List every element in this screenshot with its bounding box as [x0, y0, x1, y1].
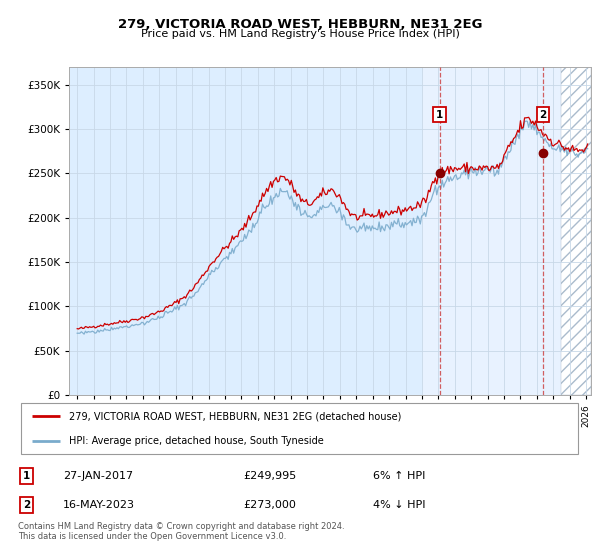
Bar [422, 67, 562, 395]
Text: Contains HM Land Registry data © Crown copyright and database right 2024.
This d: Contains HM Land Registry data © Crown c… [18, 522, 344, 542]
Text: 4% ↓ HPI: 4% ↓ HPI [373, 500, 426, 510]
Bar [562, 67, 591, 395]
Text: 1: 1 [436, 110, 443, 120]
Text: 27-JAN-2017: 27-JAN-2017 [63, 470, 133, 480]
Text: 2: 2 [539, 110, 547, 120]
Text: 1: 1 [23, 470, 30, 480]
Text: 279, VICTORIA ROAD WEST, HEBBURN, NE31 2EG: 279, VICTORIA ROAD WEST, HEBBURN, NE31 2… [118, 18, 482, 31]
Text: HPI: Average price, detached house, South Tyneside: HPI: Average price, detached house, Sout… [69, 436, 323, 446]
Bar [562, 67, 591, 395]
Text: 2: 2 [23, 500, 30, 510]
FancyBboxPatch shape [21, 403, 578, 454]
Text: 6% ↑ HPI: 6% ↑ HPI [373, 470, 425, 480]
Text: £273,000: £273,000 [244, 500, 296, 510]
Text: Price paid vs. HM Land Registry's House Price Index (HPI): Price paid vs. HM Land Registry's House … [140, 29, 460, 39]
Text: 279, VICTORIA ROAD WEST, HEBBURN, NE31 2EG (detached house): 279, VICTORIA ROAD WEST, HEBBURN, NE31 2… [69, 411, 401, 421]
Text: £249,995: £249,995 [244, 470, 297, 480]
Text: 16-MAY-2023: 16-MAY-2023 [63, 500, 135, 510]
